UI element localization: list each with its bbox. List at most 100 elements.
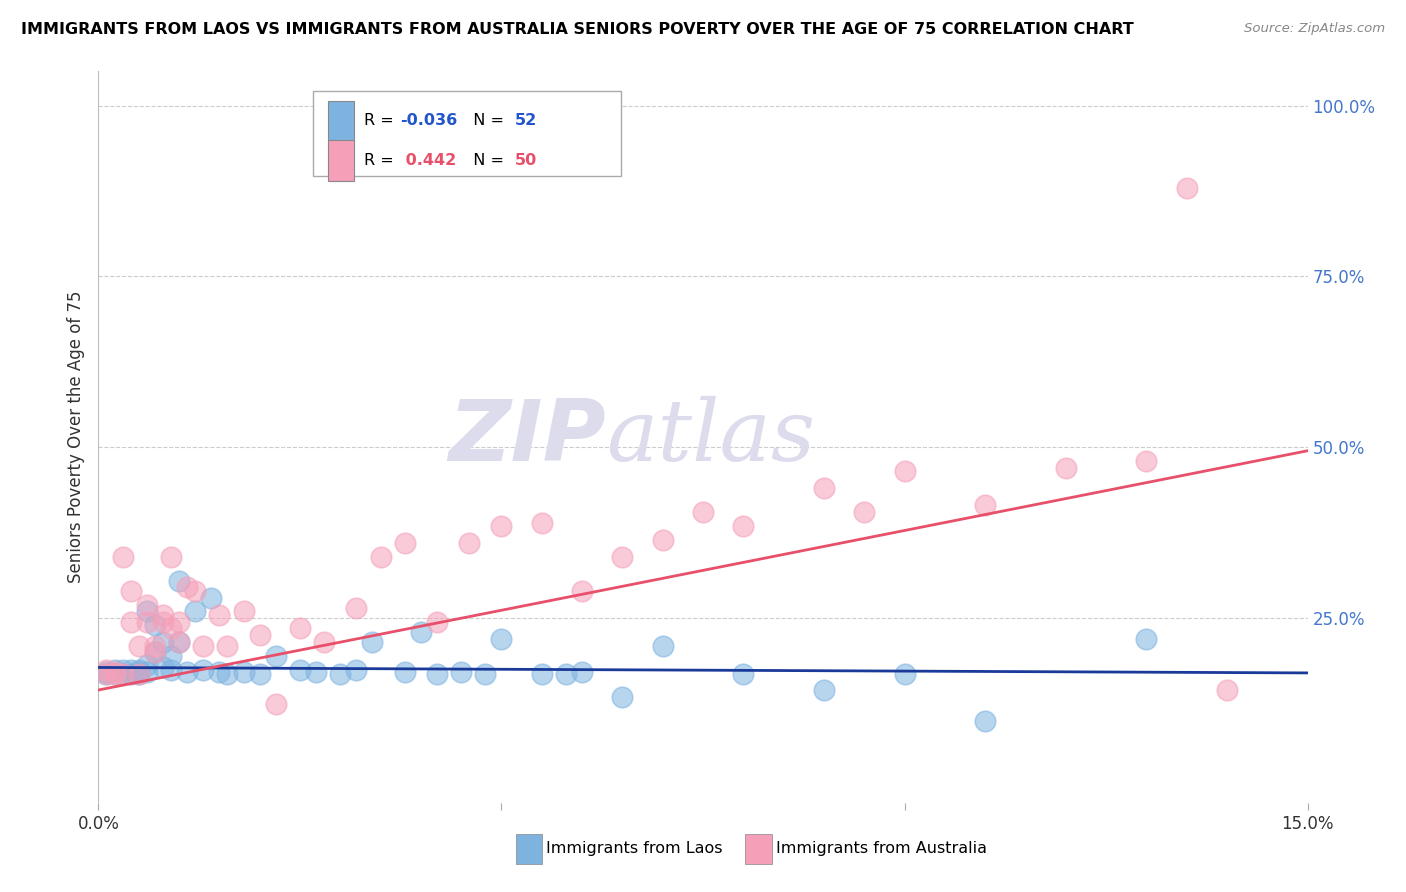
Point: [692, 505, 714, 519]
FancyBboxPatch shape: [745, 834, 772, 863]
Text: R =: R =: [364, 153, 399, 168]
Text: -0.036: -0.036: [401, 113, 457, 128]
Point: [314, 635, 336, 649]
Point: [135, 598, 157, 612]
Point: [143, 618, 166, 632]
Point: [1175, 180, 1198, 194]
Point: [612, 549, 634, 564]
Text: Immigrants from Laos: Immigrants from Laos: [546, 841, 723, 856]
Text: atlas: atlas: [606, 396, 815, 478]
Point: [893, 667, 915, 681]
Point: [111, 667, 134, 681]
Point: [733, 667, 755, 681]
Point: [176, 665, 198, 679]
Point: [167, 635, 190, 649]
Point: [651, 533, 673, 547]
Point: [974, 714, 997, 728]
Point: [458, 536, 481, 550]
Text: N =: N =: [463, 153, 509, 168]
Point: [167, 635, 190, 649]
Point: [103, 663, 125, 677]
Point: [394, 665, 416, 679]
Point: [733, 519, 755, 533]
Text: 50: 50: [515, 153, 537, 168]
Point: [450, 665, 472, 679]
Point: [128, 667, 150, 681]
Point: [571, 583, 593, 598]
Point: [370, 549, 392, 564]
Point: [200, 591, 222, 605]
Point: [813, 481, 835, 495]
Point: [160, 549, 183, 564]
Point: [152, 615, 174, 629]
Point: [344, 663, 367, 677]
Point: [555, 667, 578, 681]
Point: [409, 624, 432, 639]
Point: [853, 505, 876, 519]
Point: [361, 635, 384, 649]
Point: [491, 519, 513, 533]
Point: [264, 648, 287, 663]
Point: [143, 639, 166, 653]
Point: [426, 667, 449, 681]
Point: [394, 536, 416, 550]
Point: [193, 639, 215, 653]
Point: [344, 601, 367, 615]
FancyBboxPatch shape: [328, 101, 354, 141]
Point: [96, 667, 118, 681]
Point: [491, 632, 513, 646]
Point: [217, 639, 239, 653]
Point: [329, 667, 352, 681]
Point: [305, 665, 328, 679]
Point: [176, 581, 198, 595]
Point: [426, 615, 449, 629]
Point: [111, 663, 134, 677]
Point: [208, 607, 231, 622]
Text: ZIP: ZIP: [449, 395, 606, 479]
Text: 0.442: 0.442: [401, 153, 457, 168]
Point: [160, 663, 183, 677]
Point: [120, 663, 142, 677]
Point: [893, 464, 915, 478]
Text: IMMIGRANTS FROM LAOS VS IMMIGRANTS FROM AUSTRALIA SENIORS POVERTY OVER THE AGE O: IMMIGRANTS FROM LAOS VS IMMIGRANTS FROM …: [21, 22, 1133, 37]
Point: [167, 615, 190, 629]
Point: [264, 697, 287, 711]
Point: [288, 663, 311, 677]
Point: [160, 622, 183, 636]
Point: [530, 516, 553, 530]
Point: [530, 667, 553, 681]
Point: [103, 667, 125, 681]
Point: [1135, 454, 1157, 468]
Point: [152, 607, 174, 622]
Point: [135, 665, 157, 679]
Point: [167, 574, 190, 588]
Point: [96, 665, 118, 679]
Point: [813, 683, 835, 698]
Point: [152, 635, 174, 649]
Point: [1216, 683, 1239, 698]
Point: [249, 667, 271, 681]
Point: [974, 499, 997, 513]
Point: [120, 615, 142, 629]
Point: [143, 645, 166, 659]
Point: [128, 667, 150, 681]
Point: [128, 639, 150, 653]
Point: [1054, 460, 1077, 475]
Text: Immigrants from Australia: Immigrants from Australia: [776, 841, 987, 856]
Y-axis label: Seniors Poverty Over the Age of 75: Seniors Poverty Over the Age of 75: [66, 291, 84, 583]
Point: [96, 667, 118, 681]
Point: [184, 604, 207, 618]
FancyBboxPatch shape: [516, 834, 543, 863]
Text: 52: 52: [515, 113, 537, 128]
Point: [152, 660, 174, 674]
Point: [249, 628, 271, 642]
Point: [103, 665, 125, 679]
FancyBboxPatch shape: [328, 140, 354, 180]
Point: [143, 645, 166, 659]
Point: [135, 615, 157, 629]
Point: [120, 667, 142, 681]
Text: N =: N =: [463, 113, 509, 128]
Point: [208, 665, 231, 679]
Point: [232, 604, 254, 618]
Point: [288, 622, 311, 636]
